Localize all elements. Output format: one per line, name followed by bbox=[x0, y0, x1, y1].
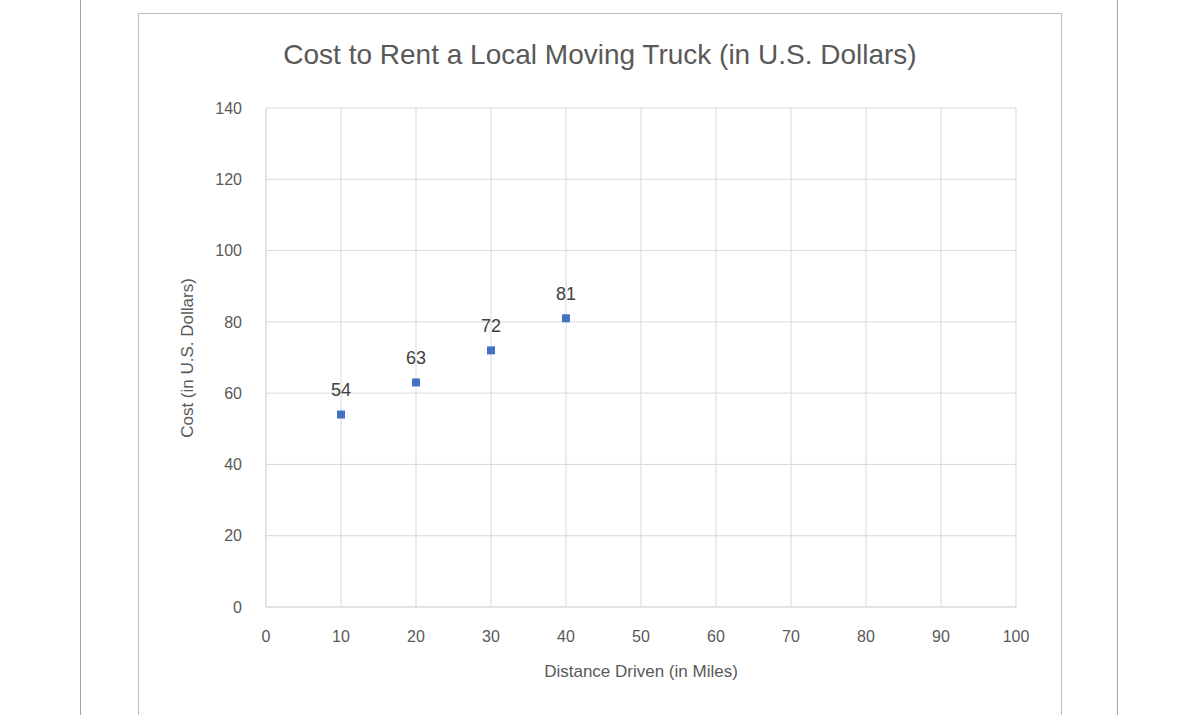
svg-text:10: 10 bbox=[332, 628, 350, 645]
svg-text:60: 60 bbox=[707, 628, 725, 645]
svg-text:80: 80 bbox=[224, 314, 242, 331]
svg-text:0: 0 bbox=[262, 628, 271, 645]
svg-text:81: 81 bbox=[556, 284, 576, 304]
svg-text:50: 50 bbox=[632, 628, 650, 645]
svg-text:120: 120 bbox=[215, 171, 242, 188]
svg-text:90: 90 bbox=[932, 628, 950, 645]
svg-text:30: 30 bbox=[482, 628, 500, 645]
svg-text:54: 54 bbox=[331, 380, 351, 400]
svg-text:100: 100 bbox=[215, 242, 242, 259]
svg-text:40: 40 bbox=[557, 628, 575, 645]
svg-text:20: 20 bbox=[224, 527, 242, 544]
svg-text:63: 63 bbox=[406, 348, 426, 368]
html-text:Cost to Rent a Local Moving Tr: Cost to Rent a Local Moving Truck (in U.… bbox=[283, 39, 917, 70]
html-text:Cost (in U.S. Dollars): Cost (in U.S. Dollars) bbox=[178, 277, 197, 438]
svg-text:140: 140 bbox=[215, 100, 242, 117]
svg-text:80: 80 bbox=[857, 628, 875, 645]
svg-text:100: 100 bbox=[1003, 628, 1030, 645]
svg-text:60: 60 bbox=[224, 385, 242, 402]
html-text:Distance Driven (in Miles): Distance Driven (in Miles) bbox=[544, 662, 738, 681]
svg-text:40: 40 bbox=[224, 456, 242, 473]
svg-text:0: 0 bbox=[233, 599, 242, 616]
svg-text:72: 72 bbox=[481, 316, 501, 336]
svg-text:20: 20 bbox=[407, 628, 425, 645]
svg-text:70: 70 bbox=[782, 628, 800, 645]
